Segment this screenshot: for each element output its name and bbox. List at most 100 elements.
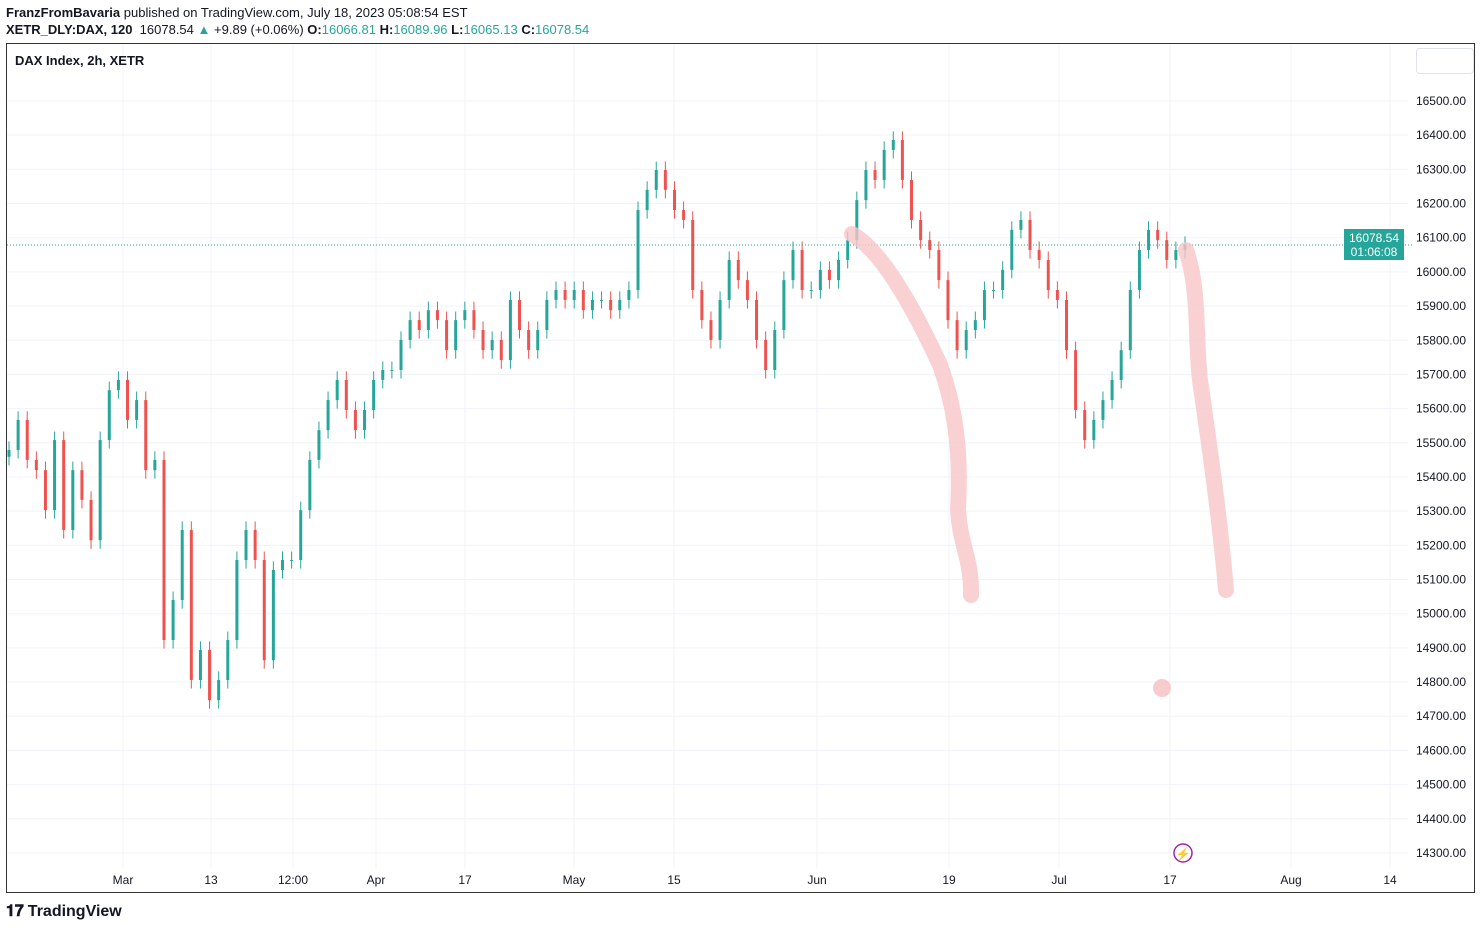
x-tick-label: 14 bbox=[1383, 873, 1397, 887]
candle-body bbox=[545, 299, 549, 331]
chart-title: DAX Index, 2h, XETR bbox=[15, 53, 145, 68]
candle-body bbox=[80, 470, 84, 500]
brand-name: TradingView bbox=[27, 903, 122, 920]
candle-body bbox=[645, 189, 649, 211]
y-tick-label: 15000.00 bbox=[1416, 607, 1466, 621]
candle-body bbox=[618, 299, 622, 311]
x-tick-label: 15 bbox=[667, 873, 681, 887]
candle-body bbox=[7, 449, 11, 457]
candle-body bbox=[800, 250, 804, 291]
publish-info: FranzFromBavaria published on TradingVie… bbox=[6, 5, 468, 20]
candle-body bbox=[107, 390, 111, 441]
y-tick-label: 15200.00 bbox=[1416, 538, 1466, 552]
candle-body bbox=[198, 649, 202, 681]
lightning-icon: ⚡ bbox=[1176, 847, 1191, 861]
candle-body bbox=[53, 440, 57, 511]
close-label: C: bbox=[521, 22, 536, 37]
candle-body bbox=[299, 510, 303, 561]
candle-body bbox=[390, 369, 394, 371]
candle-body bbox=[1101, 400, 1105, 420]
candle-body bbox=[691, 219, 695, 291]
y-tick-label: 16500.00 bbox=[1416, 94, 1466, 108]
candle-body bbox=[189, 529, 193, 681]
low-value: 16065.13 bbox=[463, 22, 518, 37]
candle-body bbox=[98, 440, 102, 541]
candle-body bbox=[25, 419, 29, 460]
candle-body bbox=[946, 280, 950, 321]
candle-body bbox=[1028, 219, 1032, 251]
candle-body bbox=[745, 280, 749, 300]
candle-body bbox=[928, 240, 932, 251]
y-tick-label: 15100.00 bbox=[1416, 573, 1466, 587]
candle-body bbox=[408, 320, 412, 340]
top-right-box[interactable] bbox=[1416, 48, 1474, 74]
y-tick-label: 14900.00 bbox=[1416, 641, 1466, 655]
candle-body bbox=[919, 219, 923, 241]
y-tick-label: 14800.00 bbox=[1416, 675, 1466, 689]
chart-frame bbox=[6, 43, 1475, 893]
y-tick-label: 15600.00 bbox=[1416, 402, 1466, 416]
candle-body bbox=[271, 569, 275, 661]
candle-body bbox=[554, 290, 558, 300]
candle-body bbox=[116, 379, 120, 391]
close-value: 16078.54 bbox=[535, 22, 590, 37]
candle-body bbox=[600, 299, 604, 301]
candle-body bbox=[217, 680, 221, 701]
candle-body bbox=[663, 170, 667, 190]
candle-body bbox=[16, 419, 20, 450]
candle-body bbox=[900, 139, 904, 180]
y-tick-label: 14400.00 bbox=[1416, 812, 1466, 826]
x-tick-label: Apr bbox=[367, 873, 386, 887]
x-tick-label: 13 bbox=[204, 873, 218, 887]
candle-body bbox=[34, 459, 38, 471]
candle-body bbox=[992, 290, 996, 292]
x-tick-label: May bbox=[563, 873, 586, 887]
x-tick-label: 17 bbox=[1163, 873, 1177, 887]
current-price: 16078.54 bbox=[1348, 231, 1400, 245]
candle-body bbox=[654, 170, 658, 190]
y-tick-label: 14300.00 bbox=[1416, 846, 1466, 860]
candle-body bbox=[135, 400, 139, 420]
candle-body bbox=[1010, 229, 1014, 270]
candle-body bbox=[527, 330, 531, 351]
candle-body bbox=[1074, 350, 1078, 410]
up-arrow-icon: ▲ bbox=[197, 22, 211, 37]
candle-body bbox=[43, 470, 47, 511]
candle-body bbox=[572, 290, 576, 300]
y-tick-label: 16000.00 bbox=[1416, 265, 1466, 279]
open-label: O: bbox=[307, 22, 322, 37]
brush-annotation bbox=[844, 226, 980, 603]
candle-body bbox=[244, 529, 248, 561]
candle-body bbox=[1055, 290, 1059, 300]
y-tick-label: 16400.00 bbox=[1416, 128, 1466, 142]
candle-body bbox=[1001, 269, 1005, 291]
author[interactable]: FranzFromBavaria bbox=[6, 5, 121, 20]
candle-body bbox=[955, 320, 959, 351]
candle-body bbox=[280, 560, 284, 570]
candle-body bbox=[581, 290, 585, 311]
y-tick-label: 15900.00 bbox=[1416, 299, 1466, 313]
candle-body bbox=[718, 299, 722, 340]
candle-body bbox=[910, 179, 914, 220]
candle-body bbox=[700, 290, 704, 321]
y-tick-label: 16300.00 bbox=[1416, 162, 1466, 176]
candle-body bbox=[481, 330, 485, 351]
x-tick-label: Mar bbox=[113, 873, 134, 887]
y-tick-label: 15500.00 bbox=[1416, 436, 1466, 450]
candle-body bbox=[837, 259, 841, 281]
candle-body bbox=[435, 310, 439, 321]
candle-body bbox=[89, 499, 93, 541]
candle-body bbox=[682, 210, 686, 220]
candle-body bbox=[235, 560, 239, 641]
candle-body bbox=[162, 459, 166, 641]
last-price: 16078.54 bbox=[139, 22, 194, 37]
candle-body bbox=[1165, 240, 1169, 260]
y-tick-label: 15400.00 bbox=[1416, 470, 1466, 484]
candle-body bbox=[499, 339, 503, 361]
candle-body bbox=[855, 200, 859, 241]
candle-body bbox=[180, 529, 184, 601]
y-tick-label: 14700.00 bbox=[1416, 709, 1466, 723]
candle-body bbox=[1046, 259, 1050, 291]
candle-body bbox=[399, 339, 403, 370]
